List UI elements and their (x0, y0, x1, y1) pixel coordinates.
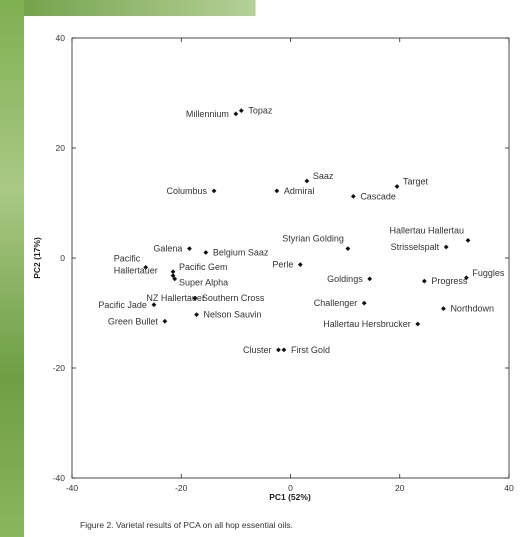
data-point (162, 318, 168, 324)
data-point (172, 276, 178, 282)
data-point (238, 108, 244, 114)
data-point (276, 347, 281, 353)
data-point (345, 246, 351, 252)
header-panel (255, 0, 526, 16)
axis-ticks: -40 -20 0 20 40 -40 -20 0 20 40 (53, 33, 514, 493)
point-label: Hallertau Hallertau (389, 225, 464, 235)
point-label: Hallertau Hersbrucker (323, 319, 411, 329)
x-tick-label: 40 (504, 483, 514, 493)
data-point (350, 193, 356, 199)
point-label: Nelson Sauvin (204, 310, 262, 320)
x-tick-label: -20 (175, 483, 188, 493)
point-label: NZ Hallertauer (146, 293, 205, 303)
data-point (441, 306, 446, 312)
side-background-image (0, 0, 24, 537)
data-point (211, 188, 217, 194)
y-tick-label: 40 (56, 33, 66, 43)
x-axis-label: PC1 (52%) (269, 492, 311, 502)
x-tick-label: 0 (288, 483, 293, 493)
data-point (194, 312, 199, 318)
y-tick-label: -20 (53, 363, 66, 373)
point-label: Perle (272, 260, 293, 270)
point-label: Super Alpha (179, 278, 228, 288)
point-label: Columbus (166, 186, 207, 196)
point-label: Admiral (284, 186, 315, 196)
data-point (281, 347, 287, 353)
data-points: Topaz Millennium Saaz Target Columbus Admiral… (98, 106, 505, 355)
point-label: Target (403, 177, 429, 187)
point-label: Pacific Gem (179, 262, 228, 272)
point-label: Millennium (186, 109, 229, 119)
point-label: Progress (431, 276, 468, 286)
y-tick-label: -40 (53, 473, 66, 483)
data-point (192, 295, 198, 301)
data-point (367, 276, 373, 282)
data-point (187, 246, 192, 252)
x-tick-label: -40 (66, 483, 79, 493)
point-label: Styrian Golding (282, 234, 344, 244)
data-point (361, 300, 367, 306)
x-tick-label: 20 (395, 483, 405, 493)
y-tick-label: 20 (56, 143, 66, 153)
data-point (151, 302, 157, 308)
data-point (415, 321, 421, 327)
point-label: Pacific (114, 253, 141, 263)
point-label: Belgium Saaz (213, 248, 269, 258)
point-label: Goldings (327, 274, 363, 284)
data-point (233, 111, 239, 117)
data-point (394, 184, 400, 189)
data-point (274, 188, 280, 194)
figure-panel (24, 16, 526, 537)
point-label: First Gold (291, 345, 330, 355)
data-point (304, 178, 310, 184)
point-label: Fuggles (472, 268, 505, 278)
point-label: Saaz (313, 171, 334, 181)
point-label: Northdown (450, 304, 494, 314)
point-label: Galena (153, 244, 182, 254)
point-label: Cascade (360, 191, 396, 201)
point-label: Hallertauer (114, 265, 158, 275)
point-label: Cluster (243, 345, 272, 355)
point-label: Southern Cross (202, 293, 265, 303)
point-label: Pacific Jade (98, 300, 147, 310)
point-label: Challenger (314, 298, 358, 308)
figure-caption: Figure 2. Varietal results of PCA on all… (80, 520, 293, 530)
point-label: Green Bullet (108, 316, 159, 326)
data-point (443, 244, 449, 250)
data-point (465, 237, 471, 243)
y-tick-label: 0 (60, 253, 65, 263)
data-point (297, 262, 303, 268)
point-label: Topaz (248, 106, 273, 116)
data-point (421, 278, 427, 284)
data-point (203, 250, 209, 255)
point-label: Strisselspalt (391, 242, 440, 252)
y-axis-label: PC2 (17%) (32, 237, 42, 279)
